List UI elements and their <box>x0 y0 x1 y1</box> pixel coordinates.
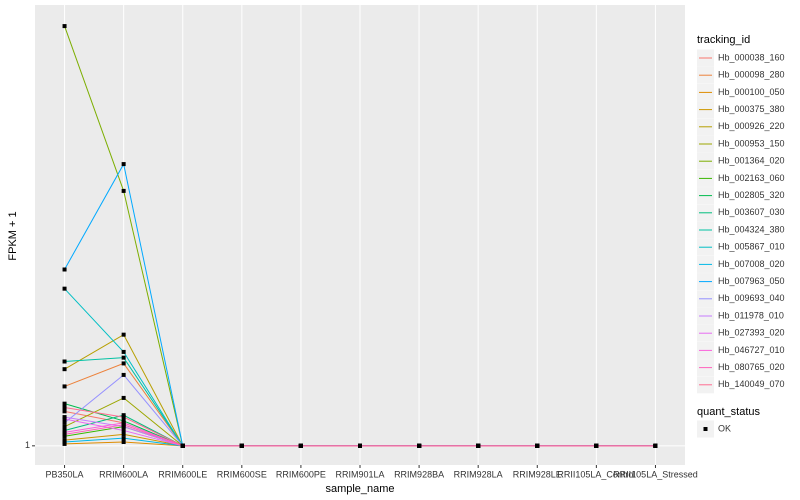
data-point <box>121 440 126 444</box>
data-point <box>417 443 422 448</box>
x-tick-label: RRIM928LA <box>454 469 503 479</box>
data-point <box>653 443 658 448</box>
legend-label: Hb_000098_280 <box>718 70 785 80</box>
legend-label: Hb_027393_020 <box>718 328 785 338</box>
data-point <box>298 443 303 448</box>
x-tick-label: RRIM928BA <box>394 469 444 479</box>
legend-label: Hb_046727_010 <box>718 345 785 355</box>
data-point <box>62 420 67 425</box>
legend-title: quant_status <box>697 406 760 418</box>
legend-title: tracking_id <box>697 34 750 46</box>
data-point <box>476 443 481 448</box>
legend-label: Hb_007008_020 <box>718 259 785 269</box>
data-point <box>121 162 126 167</box>
legend-label: Hb_002805_320 <box>718 190 785 200</box>
legend-label: Hb_140049_070 <box>718 379 785 389</box>
data-point <box>62 384 67 389</box>
x-tick-label: RRII105LA_Stressed <box>613 469 698 479</box>
data-point <box>62 432 67 437</box>
data-point <box>121 332 126 337</box>
x-tick-label: RRIM600PE <box>276 469 326 479</box>
legend-label: Hb_002163_060 <box>718 173 785 183</box>
data-point <box>62 401 67 406</box>
x-axis-title: sample_name <box>325 483 394 495</box>
x-tick-label: RRIM600SE <box>217 469 267 479</box>
data-point <box>62 267 67 272</box>
data-point <box>62 367 67 372</box>
data-point <box>62 440 67 444</box>
data-point <box>535 443 540 448</box>
data-point <box>62 417 67 421</box>
legend-label: Hb_004324_380 <box>718 224 785 234</box>
data-point <box>180 443 185 448</box>
x-tick-label: RRIM600LA <box>99 469 148 479</box>
data-point <box>239 443 244 448</box>
legend-label: OK <box>718 423 731 433</box>
data-point <box>121 436 126 441</box>
data-point <box>62 24 67 29</box>
data-point <box>121 361 126 366</box>
data-point <box>594 443 599 448</box>
data-point <box>121 395 126 400</box>
legend-label: Hb_000953_150 <box>718 138 785 148</box>
data-point <box>62 424 67 429</box>
x-tick-label: RRIM928LE <box>513 469 562 479</box>
legend-label: Hb_000100_050 <box>718 87 785 97</box>
legend-swatch <box>703 427 708 431</box>
x-tick-label: RRII105LA_Control <box>557 469 635 479</box>
legend-label: Hb_011978_010 <box>718 310 784 320</box>
legend-label: Hb_000926_220 <box>718 121 785 131</box>
data-point <box>358 443 362 448</box>
legend-label: Hb_003607_030 <box>718 207 785 217</box>
data-point <box>62 409 67 414</box>
x-tick-label: RRIM600LE <box>158 469 207 479</box>
data-point <box>121 415 126 420</box>
y-tick-label: 1 <box>25 440 30 450</box>
legend-label: Hb_001364_020 <box>718 156 785 166</box>
x-tick-label: RRIM901LA <box>335 469 384 479</box>
data-point <box>121 432 126 437</box>
legend-label: Hb_000038_160 <box>718 52 785 62</box>
data-point <box>62 405 67 410</box>
legend-label: Hb_009693_040 <box>718 293 785 303</box>
data-point <box>121 188 126 193</box>
legend-label: Hb_000375_380 <box>718 104 785 114</box>
data-point <box>121 422 126 427</box>
data-point <box>121 349 126 354</box>
legend-label: Hb_080765_020 <box>718 362 785 372</box>
data-point <box>62 286 67 291</box>
data-point <box>121 372 126 377</box>
y-axis-title: FPKM + 1 <box>7 211 19 260</box>
x-tick-label: PB350LA <box>46 469 84 479</box>
legend-label: Hb_005867_010 <box>718 242 785 252</box>
data-point <box>62 359 67 364</box>
legend-label: Hb_007963_050 <box>718 276 785 286</box>
data-point <box>121 355 126 360</box>
data-point <box>121 428 126 433</box>
